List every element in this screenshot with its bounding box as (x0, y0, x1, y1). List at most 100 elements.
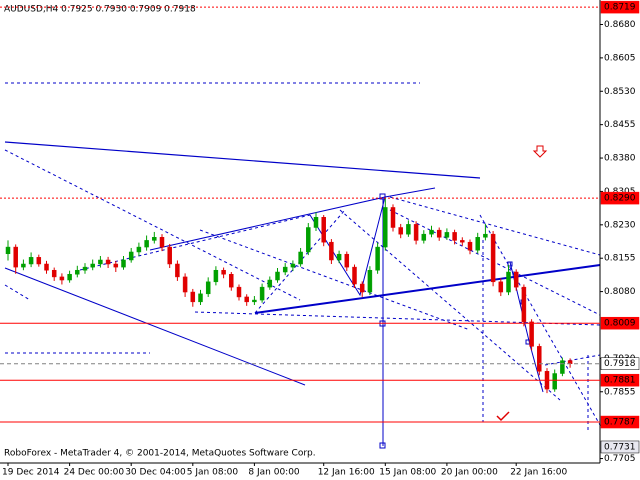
candle-body (444, 232, 450, 238)
candle-body (105, 259, 111, 265)
price-level-box (600, 440, 640, 454)
x-tick-label: 15 Jan 08:00 (379, 468, 436, 478)
x-tick-label: 30 Dec 04:00 (125, 468, 186, 478)
candle-body (506, 271, 511, 293)
candle-body (267, 279, 273, 288)
candle-body (560, 360, 565, 374)
candle-body (490, 233, 496, 283)
candle-body (290, 263, 296, 268)
x-tick-label: 5 Jan 08:00 (187, 468, 239, 478)
candle-body (182, 276, 188, 293)
candle-body (175, 263, 180, 278)
candle-body (282, 266, 288, 273)
candle-body (244, 296, 249, 303)
candle-body (498, 281, 504, 293)
candle-body (321, 217, 326, 243)
price-level-label: 0.8719 (604, 3, 636, 13)
candle-body (205, 281, 211, 295)
x-tick-label: 19 Dec 2014 (2, 468, 60, 478)
candle-body (136, 246, 142, 253)
y-tick-label: 0.7855 (604, 387, 636, 397)
sell-arrow (532, 145, 548, 158)
candle-body (221, 269, 226, 275)
candle-body (375, 246, 380, 271)
price-level-label: 0.7731 (604, 442, 636, 452)
y-tick-label: 0.8230 (604, 220, 636, 230)
candle-body (398, 227, 403, 235)
y-tick-label: 0.8380 (604, 154, 636, 164)
y-tick-label: 0.8155 (604, 254, 636, 264)
candle-body (436, 229, 442, 238)
candle-body (413, 224, 419, 241)
price-level-box (600, 316, 640, 330)
price-level-box (600, 373, 640, 387)
candle-body (429, 229, 434, 235)
candle-body (406, 224, 411, 235)
candle-body (352, 266, 357, 285)
candle-body (144, 240, 149, 248)
candle-body (28, 257, 34, 265)
candle-body (190, 291, 196, 303)
price-level-label: 0.7787 (604, 418, 636, 428)
candle-body (44, 263, 49, 271)
price-level-label: 0.8290 (604, 194, 636, 204)
candle-body (51, 269, 57, 278)
candle-body (513, 271, 519, 288)
candle-body (313, 217, 319, 228)
candle-body (13, 246, 18, 268)
candle-body (298, 251, 303, 265)
candle-body (152, 237, 157, 241)
candle-body (306, 227, 311, 253)
price-level-box (600, 415, 640, 429)
candle-body (475, 237, 480, 251)
x-tick-label: 20 Jan 00:00 (441, 468, 498, 478)
candle-body (90, 263, 95, 268)
candle-body (483, 233, 488, 238)
candle-body (98, 259, 103, 265)
price-level-label: 0.7881 (604, 376, 636, 386)
candle-body (36, 257, 42, 265)
candle-body (213, 269, 219, 283)
candle-body (529, 321, 534, 347)
candle-body (21, 263, 26, 268)
y-tick-label: 0.8605 (604, 53, 636, 63)
candle-body (259, 286, 265, 301)
x-tick-label: 8 Jan 00:00 (248, 468, 300, 478)
x-tick-label: 22 Jan 16:00 (510, 468, 567, 478)
price-level-label: 0.7918 (604, 359, 636, 369)
candle-body (275, 271, 280, 281)
y-tick-label: 0.8680 (604, 20, 636, 30)
candle-body (359, 283, 365, 293)
candle-body (67, 273, 72, 281)
candle-body (75, 269, 80, 275)
chart-title: AUDUSD,H4 0.7925 0.7930 0.7909 0.7918 (4, 5, 196, 15)
y-tick-label: 0.8530 (604, 87, 636, 97)
x-tick-label: 24 Dec 00:00 (64, 468, 125, 478)
price-level-label: 0.8009 (604, 319, 636, 329)
candle-body (390, 207, 396, 228)
candle-body (452, 232, 457, 241)
y-tick-label: 0.7705 (604, 454, 636, 464)
candle-body (229, 273, 234, 288)
candle-body (252, 299, 257, 303)
candle-body (198, 293, 203, 303)
candle-body (521, 286, 527, 323)
check-mark (496, 411, 510, 422)
y-tick-label: 0.8080 (604, 287, 636, 297)
candle-body (552, 373, 557, 390)
price-level-box (600, 357, 640, 370)
candle-body (5, 246, 11, 255)
candle-body (329, 241, 334, 261)
candle-body (121, 259, 126, 268)
candle-body (167, 246, 172, 265)
candle-body (113, 263, 119, 268)
x-tick-label: 12 Jan 16:00 (318, 468, 375, 478)
candle-body (367, 269, 373, 293)
price-level-box (600, 191, 640, 205)
candle-body (383, 207, 388, 248)
footer: RoboForex - MetaTrader 4, © 2001-2014, M… (4, 449, 316, 459)
price-level-box (600, 0, 640, 14)
candle-body (421, 233, 427, 241)
